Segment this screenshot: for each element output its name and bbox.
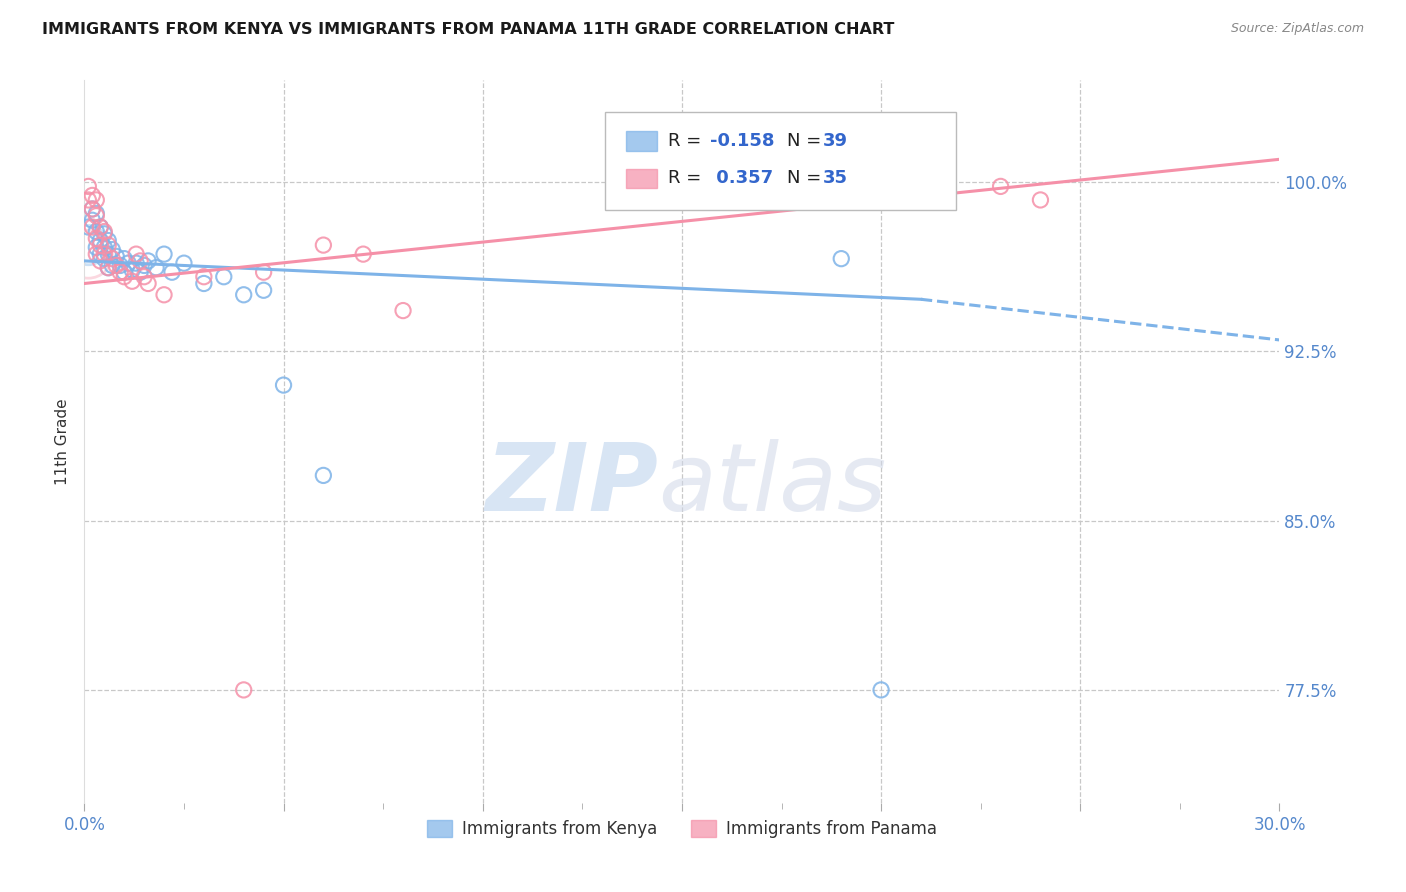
- Point: [121, 274, 143, 288]
- Point: [77, 247, 100, 261]
- Point: [93, 227, 115, 241]
- Point: [312, 238, 335, 252]
- Point: [77, 220, 100, 235]
- Point: [82, 202, 104, 216]
- Point: [86, 240, 108, 254]
- Text: 35: 35: [823, 169, 848, 187]
- Point: [132, 259, 156, 273]
- Text: 0.357: 0.357: [710, 169, 773, 187]
- Point: [93, 247, 115, 261]
- Point: [77, 193, 100, 207]
- Point: [86, 206, 108, 220]
- Point: [89, 247, 111, 261]
- Point: [136, 254, 159, 268]
- Point: [910, 179, 932, 194]
- Point: [129, 254, 152, 268]
- Point: [97, 260, 120, 275]
- Point: [121, 263, 143, 277]
- Point: [110, 259, 132, 273]
- Point: [312, 468, 335, 483]
- Point: [232, 287, 254, 301]
- Y-axis label: 11th Grade: 11th Grade: [55, 398, 70, 485]
- Point: [112, 265, 135, 279]
- Point: [97, 247, 120, 261]
- Point: [89, 238, 111, 252]
- Point: [77, 238, 100, 252]
- Point: [101, 243, 124, 257]
- Point: [86, 225, 108, 239]
- Point: [89, 220, 111, 235]
- Point: [212, 269, 235, 284]
- Point: [273, 378, 295, 392]
- Point: [82, 202, 104, 216]
- Point: [160, 265, 183, 279]
- Point: [97, 238, 120, 252]
- Point: [86, 231, 108, 245]
- Point: [392, 303, 415, 318]
- Text: -0.158: -0.158: [710, 132, 775, 150]
- Point: [117, 256, 139, 270]
- Point: [253, 283, 276, 297]
- Point: [93, 240, 115, 254]
- Point: [110, 265, 132, 279]
- Point: [193, 277, 215, 291]
- Point: [86, 193, 108, 207]
- Legend: Immigrants from Kenya, Immigrants from Panama: Immigrants from Kenya, Immigrants from P…: [420, 814, 943, 845]
- Point: [93, 225, 115, 239]
- Point: [89, 234, 111, 248]
- Point: [1029, 193, 1052, 207]
- Point: [232, 682, 254, 697]
- Text: Source: ZipAtlas.com: Source: ZipAtlas.com: [1230, 22, 1364, 36]
- Point: [105, 259, 128, 273]
- Text: R =: R =: [668, 132, 707, 150]
- Point: [132, 269, 156, 284]
- Point: [125, 247, 148, 261]
- Point: [82, 220, 104, 235]
- Point: [97, 234, 120, 248]
- Point: [136, 277, 159, 291]
- Point: [105, 249, 128, 263]
- Text: IMMIGRANTS FROM KENYA VS IMMIGRANTS FROM PANAMA 11TH GRADE CORRELATION CHART: IMMIGRANTS FROM KENYA VS IMMIGRANTS FROM…: [42, 22, 894, 37]
- Text: 39: 39: [823, 132, 848, 150]
- Point: [870, 682, 893, 697]
- Point: [253, 265, 276, 279]
- Text: ZIP: ZIP: [485, 439, 658, 531]
- Point: [830, 252, 852, 266]
- Point: [93, 252, 115, 266]
- Point: [990, 179, 1012, 194]
- Point: [153, 287, 176, 301]
- Point: [173, 256, 195, 270]
- Point: [86, 247, 108, 261]
- Point: [101, 252, 124, 266]
- Point: [145, 260, 167, 275]
- Text: N =: N =: [787, 132, 827, 150]
- Text: N =: N =: [787, 169, 827, 187]
- Point: [112, 252, 135, 266]
- Text: R =: R =: [668, 169, 707, 187]
- Point: [101, 259, 124, 273]
- Point: [89, 254, 111, 268]
- Point: [352, 247, 374, 261]
- Point: [97, 260, 120, 275]
- Point: [125, 256, 148, 270]
- Point: [82, 213, 104, 227]
- Point: [86, 209, 108, 223]
- Point: [193, 269, 215, 284]
- Point: [89, 220, 111, 235]
- Point: [129, 265, 152, 279]
- Point: [82, 188, 104, 202]
- Point: [153, 247, 176, 261]
- Text: atlas: atlas: [658, 440, 886, 531]
- Point: [112, 269, 135, 284]
- Point: [77, 179, 100, 194]
